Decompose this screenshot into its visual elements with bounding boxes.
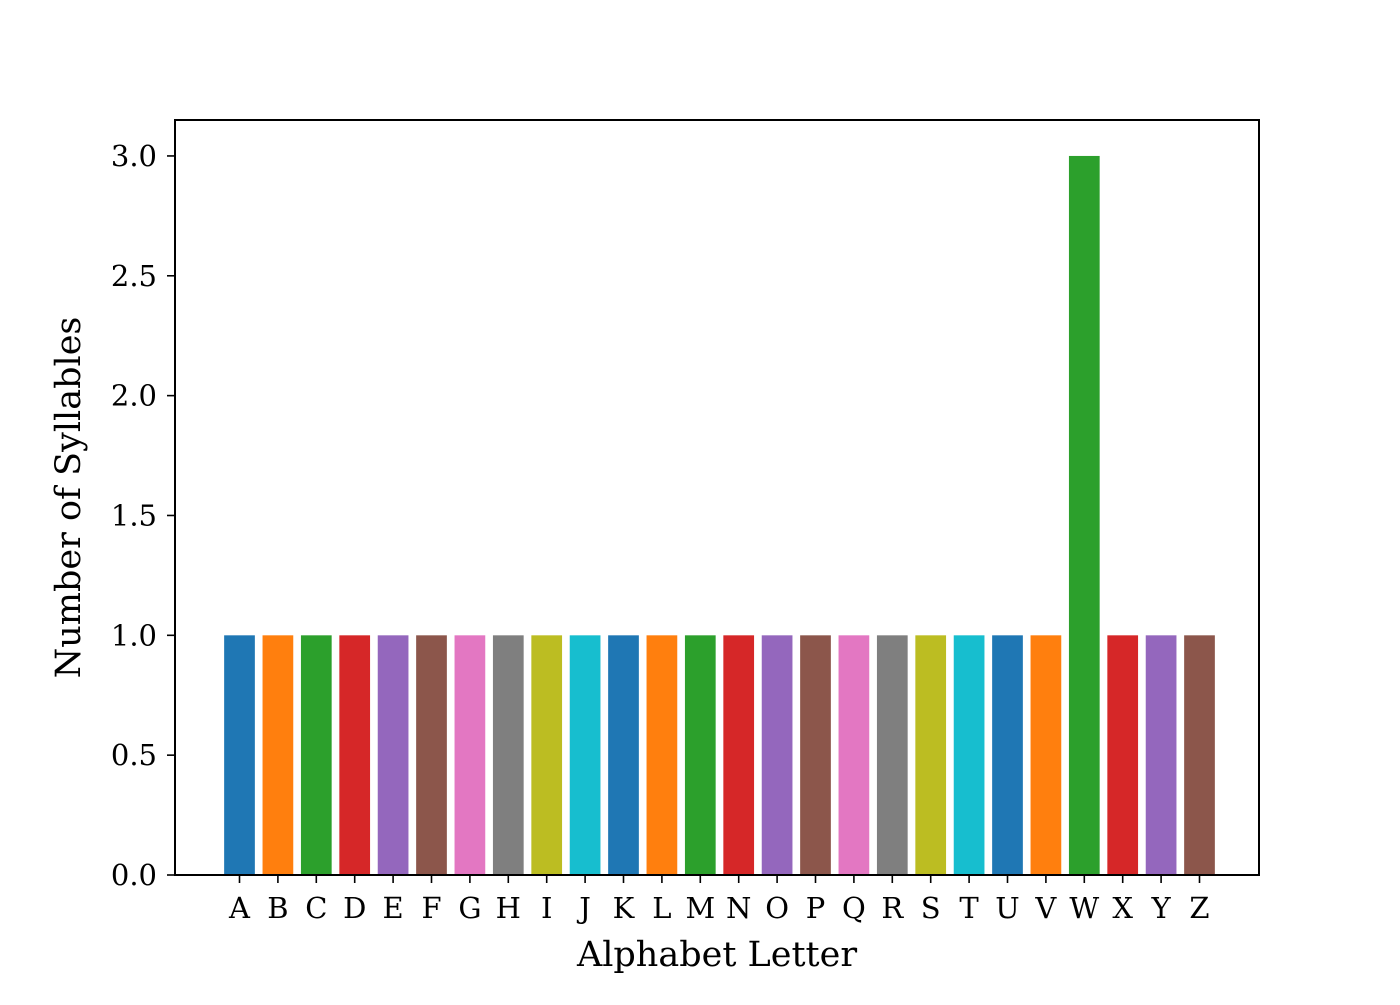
x-tick-label-p: P: [806, 891, 826, 925]
y-axis-title: Number of Syllables: [49, 317, 89, 679]
bar-e: [377, 635, 409, 875]
x-tick-label-g: G: [458, 891, 481, 925]
bar-r: [876, 635, 908, 875]
x-tick-label-y: Y: [1151, 891, 1172, 925]
bar-c: [300, 635, 332, 875]
x-tick-label-k: K: [613, 891, 636, 925]
bar-w: [1068, 155, 1100, 875]
plot-area-frame: [174, 119, 1260, 876]
bar-a: [224, 635, 255, 875]
bar-q: [838, 635, 870, 875]
x-tick-label-b: B: [267, 891, 288, 925]
bar-b: [262, 635, 294, 875]
x-tick-label-w: W: [1069, 891, 1099, 925]
bar-y: [1145, 635, 1177, 875]
x-tick-label-t: T: [959, 891, 979, 925]
bars-layer: [224, 155, 1215, 875]
y-tick-label: 2.5: [111, 259, 157, 293]
x-tick-label-c: C: [305, 891, 327, 925]
x-tick-label-u: U: [995, 891, 1019, 925]
x-tick-label-x: X: [1112, 891, 1133, 925]
bar-l: [646, 635, 678, 875]
x-tick-label-j: J: [576, 891, 591, 925]
y-tick-label: 2.0: [111, 379, 157, 413]
x-tick-label-f: F: [421, 891, 441, 925]
y-tick-label: 1.0: [111, 618, 157, 652]
x-tick-label-e: E: [383, 891, 404, 925]
x-tick-label-d: D: [343, 891, 366, 925]
x-tick-label-l: L: [652, 891, 671, 925]
x-tick-label-n: N: [726, 891, 751, 925]
y-tick-label: 1.5: [111, 498, 157, 532]
y-tick-label: 0.5: [111, 738, 157, 772]
bar-k: [608, 635, 639, 875]
bar-d: [339, 635, 371, 875]
bar-t: [953, 635, 985, 875]
x-tick-label-z: Z: [1189, 891, 1209, 925]
x-tick-label-r: R: [881, 891, 904, 925]
x-tick-label-a: A: [228, 891, 251, 925]
bar-f: [416, 635, 447, 875]
bar-h: [492, 635, 524, 875]
bar-j: [569, 635, 601, 875]
bar-i: [531, 635, 563, 875]
bar-p: [800, 635, 831, 875]
bar-z: [1184, 635, 1215, 875]
x-tick-label-v: V: [1034, 891, 1057, 925]
y-tick-label: 3.0: [111, 139, 157, 173]
x-tick-label-i: I: [541, 891, 552, 925]
x-tick-label-o: O: [765, 891, 789, 925]
bar-o: [761, 635, 793, 875]
x-tick-label-s: S: [921, 891, 941, 925]
bar-g: [454, 635, 486, 875]
x-tick-label-h: H: [496, 891, 521, 925]
y-axis: 0.0 0.5 1.0 1.5 2.0 2.5 3.0: [111, 139, 175, 892]
y-tick-label: 0.0: [111, 858, 157, 892]
x-axis-title: Alphabet Letter: [576, 935, 857, 975]
bar-n: [723, 635, 755, 875]
bar-s: [915, 635, 947, 875]
bar-x: [1107, 635, 1139, 875]
bar-u: [992, 635, 1023, 875]
x-tick-label-q: Q: [842, 891, 866, 925]
bar-v: [1030, 635, 1062, 875]
bar-m: [684, 635, 716, 875]
x-tick-label-m: M: [685, 891, 715, 925]
